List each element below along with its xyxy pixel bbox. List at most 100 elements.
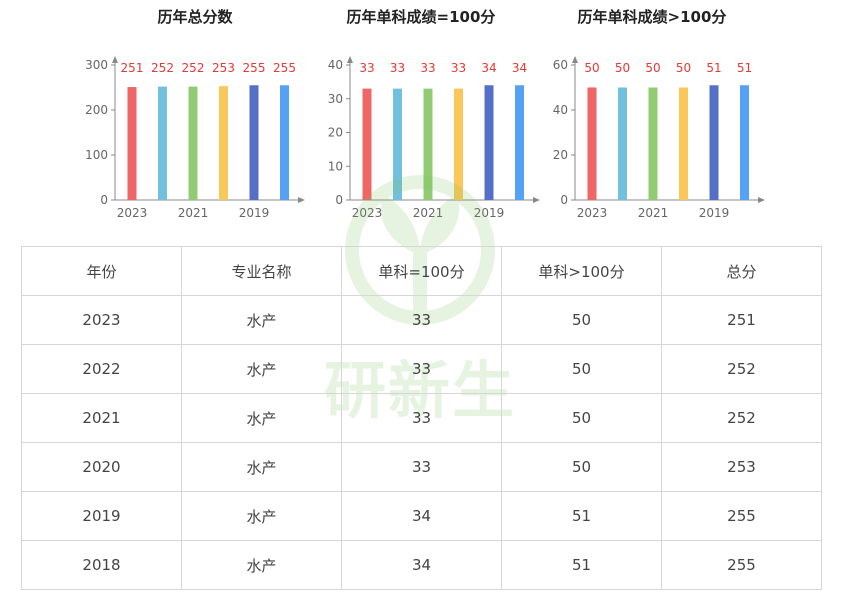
data-label: 33: [451, 61, 466, 75]
data-label: 50: [645, 61, 660, 75]
cell-single-gt-100: 50: [501, 295, 662, 345]
bar: [709, 85, 719, 200]
data-label: 252: [182, 61, 205, 75]
bar: [587, 87, 597, 200]
data-label: 33: [359, 61, 374, 75]
cell-single-eq-100: 33: [341, 393, 502, 443]
data-label: 51: [706, 61, 721, 75]
cell-single-eq-100: 34: [341, 540, 502, 590]
cell-year: 2019: [21, 491, 182, 541]
cell-single-eq-100: 33: [341, 344, 502, 394]
y-tick-label: 0: [335, 193, 343, 207]
x-tick-label: 2023: [577, 206, 608, 220]
data-label: 253: [212, 61, 235, 75]
cell-single-gt-100: 50: [501, 442, 662, 492]
data-label: 251: [121, 61, 144, 75]
header-single-eq-100: 单科=100分: [341, 246, 502, 296]
x-axis-arrow-icon: [533, 197, 540, 203]
y-tick-label: 20: [328, 126, 343, 140]
y-tick-label: 20: [553, 148, 568, 162]
bar: [362, 88, 372, 200]
x-axis-arrow-icon: [298, 197, 305, 203]
bar: [648, 87, 658, 200]
y-tick-label: 200: [85, 103, 108, 117]
bar: [618, 87, 627, 200]
y-tick-label: 0: [560, 193, 568, 207]
bar: [249, 85, 259, 200]
data-label: 50: [676, 61, 691, 75]
bar: [423, 88, 433, 200]
data-label: 255: [243, 61, 266, 75]
cell-single-gt-100: 50: [501, 393, 662, 443]
x-tick-label: 2019: [699, 206, 730, 220]
bar: [679, 87, 688, 200]
x-tick-label: 2023: [352, 206, 383, 220]
bar: [158, 86, 167, 200]
chart-single-gt-100: 0 20 40 60 50 50 50 50 51 51 2023 2021 2019: [553, 56, 765, 220]
bar: [219, 86, 228, 200]
y-tick-label: 30: [328, 92, 343, 106]
x-tick-label: 2019: [239, 206, 270, 220]
y-axis-arrow-icon: [112, 56, 118, 63]
y-tick-label: 10: [328, 159, 343, 173]
table-header-row: 年份 专业名称 单科=100分 单科>100分 总分: [21, 246, 822, 296]
y-tick-label: 300: [85, 58, 108, 72]
x-tick-label: 2021: [638, 206, 669, 220]
cell-total: 255: [661, 540, 822, 590]
y-axis-arrow-icon: [572, 56, 578, 63]
y-axis-arrow-icon: [347, 56, 353, 63]
cell-total: 255: [661, 491, 822, 541]
bar: [740, 85, 749, 200]
table-row: 2018 水产 34 51 255: [21, 540, 822, 590]
bar: [188, 86, 198, 200]
table-row: 2019 水产 34 51 255: [21, 491, 822, 541]
y-tick-label: 0: [100, 193, 108, 207]
score-table: 年份 专业名称 单科=100分 单科>100分 总分 2023 水产 33 50…: [21, 246, 822, 590]
cell-year: 2018: [21, 540, 182, 590]
data-label: 50: [615, 61, 630, 75]
bar: [454, 88, 463, 200]
chart-title-total: 历年总分数: [157, 8, 233, 26]
chart-title-single-gt-100: 历年单科成绩>100分: [577, 8, 727, 26]
bar: [127, 87, 137, 200]
header-year: 年份: [21, 246, 182, 296]
bar: [515, 85, 524, 200]
data-label: 33: [420, 61, 435, 75]
cell-total: 252: [661, 393, 822, 443]
cell-single-gt-100: 50: [501, 344, 662, 394]
y-tick-label: 40: [328, 58, 343, 72]
data-label: 50: [584, 61, 599, 75]
chart-title-single-eq-100: 历年单科成绩=100分: [346, 8, 496, 26]
chart-total-score: 0 100 200 300 251 252 252 253 255 255 2023 2021 2019: [85, 56, 305, 220]
table-row: 2023 水产 33 50 251: [21, 295, 822, 345]
cell-single-eq-100: 33: [341, 442, 502, 492]
table-row: 2022 水产 33 50 252: [21, 344, 822, 394]
chart-single-eq-100: 0 10 20 30 40 33 33 33 33 34 34 2023 2021 2019: [328, 56, 540, 220]
data-label: 252: [151, 61, 174, 75]
cell-year: 2022: [21, 344, 182, 394]
data-label: 51: [737, 61, 752, 75]
cell-total: 251: [661, 295, 822, 345]
x-tick-label: 2023: [117, 206, 148, 220]
cell-major: 水产: [181, 393, 342, 443]
data-label: 34: [481, 61, 496, 75]
y-tick-label: 60: [553, 58, 568, 72]
cell-major: 水产: [181, 491, 342, 541]
y-tick-label: 100: [85, 148, 108, 162]
bar: [280, 85, 289, 200]
cell-major: 水产: [181, 295, 342, 345]
data-label: 34: [512, 61, 527, 75]
header-total: 总分: [661, 246, 822, 296]
cell-single-eq-100: 33: [341, 295, 502, 345]
cell-single-gt-100: 51: [501, 540, 662, 590]
table-row: 2021 水产 33 50 252: [21, 393, 822, 443]
cell-total: 253: [661, 442, 822, 492]
cell-single-eq-100: 34: [341, 491, 502, 541]
cell-year: 2021: [21, 393, 182, 443]
x-tick-label: 2021: [178, 206, 209, 220]
header-major: 专业名称: [181, 246, 342, 296]
header-single-gt-100: 单科>100分: [501, 246, 662, 296]
cell-total: 252: [661, 344, 822, 394]
cell-year: 2020: [21, 442, 182, 492]
bar: [393, 88, 402, 200]
